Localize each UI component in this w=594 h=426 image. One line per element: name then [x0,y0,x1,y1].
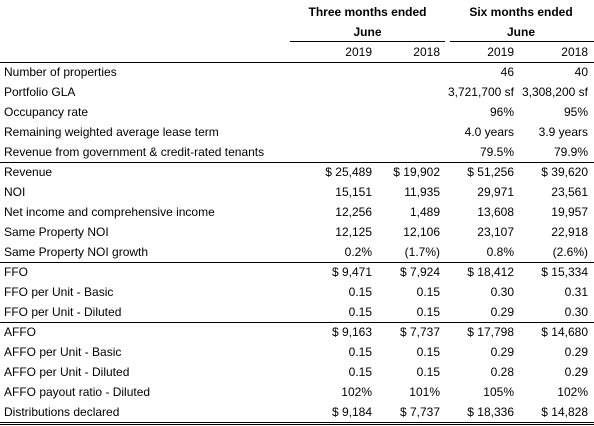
cell: 0.31 [564,285,588,299]
cell: $ 18,412 [467,265,514,279]
cell: 46 [500,65,514,79]
rule [0,422,594,423]
cell: 3.9 years [538,125,588,139]
row-label: Same Property NOI [4,225,109,239]
cell: 13,608 [477,205,514,219]
row-label: Revenue from government & credit-rated t… [4,145,265,159]
cell: $ 9,471 [331,265,372,279]
cell: 0.29 [490,305,514,319]
year: 2019 [345,45,372,59]
cell: 15,151 [335,185,372,199]
cell: $ 18,336 [467,405,514,419]
rule [290,41,445,42]
cell: $ 9,184 [331,405,372,419]
year: 2018 [413,45,440,59]
cell: 0.15 [416,365,440,379]
row-label: AFFO payout ratio - Diluted [4,385,151,399]
cell: 12,106 [403,225,440,239]
cell: 0.29 [564,345,588,359]
cell: 0.29 [490,345,514,359]
row-label: FFO [4,265,28,279]
cell: $ 25,489 [325,165,372,179]
cell: (1.7%) [404,245,440,259]
cell: 0.15 [348,285,372,299]
row-label: Net income and comprehensive income [4,205,215,219]
cell: 0.2% [344,245,372,259]
rule [0,262,594,263]
group-subtitle: June [353,25,382,39]
cell: $ 9,163 [331,325,372,339]
row-label: Revenue [4,165,53,179]
cell: 0.28 [490,365,514,379]
cell: $ 14,680 [541,325,588,339]
cell: 105% [483,385,514,399]
rule [0,322,594,323]
cell: $ 39,620 [541,165,588,179]
cell: 22,918 [551,225,588,239]
group-title: Six months ended [469,5,573,19]
cell: $ 7,737 [399,325,440,339]
row-label: Same Property NOI growth [4,245,149,259]
cell: 4.0 years [464,125,514,139]
cell: 0.15 [348,345,372,359]
cell: 95% [563,105,588,119]
cell: 23,561 [551,185,588,199]
row-label: Portfolio GLA [4,85,76,99]
cell: 96% [489,105,514,119]
row-label: FFO per Unit - Basic [4,285,114,299]
cell: $ 51,256 [467,165,514,179]
cell: 102% [341,385,372,399]
cell: 12,125 [335,225,372,239]
year: 2018 [561,45,588,59]
row-label: AFFO per Unit - Diluted [4,365,130,379]
cell: $ 19,902 [393,165,440,179]
row-label: AFFO per Unit - Basic [4,345,122,359]
cell: 0.15 [416,285,440,299]
cell: 40 [574,65,588,79]
cell: $ 7,924 [399,265,440,279]
group-title: Three months ended [308,5,427,19]
cell: 3,721,700 sf [447,85,514,99]
cell: 0.8% [486,245,514,259]
cell: 1,489 [409,205,440,219]
row-label: AFFO [4,325,36,339]
cell: $ 14,828 [541,405,588,419]
cell: 19,957 [551,205,588,219]
cell: 102% [557,385,588,399]
year: 2019 [487,45,514,59]
cell: 0.15 [348,365,372,379]
cell: 0.15 [348,305,372,319]
row-label: Number of properties [4,65,117,79]
cell: $ 15,334 [541,265,588,279]
cell: 79.5% [479,145,514,159]
row-label: Distributions declared [4,405,120,419]
cell: 0.29 [564,365,588,379]
cell: 101% [409,385,440,399]
cell: 79.9% [553,145,588,159]
rule [0,162,594,163]
row-label: Remaining weighted average lease term [4,125,219,139]
rule [0,62,594,63]
cell: 12,256 [335,205,372,219]
cell: $ 7,737 [399,405,440,419]
cell: 0.30 [564,305,588,319]
cell: 0.30 [490,285,514,299]
cell: (2.6%) [552,245,588,259]
group-subtitle: June [506,25,535,39]
cell: 0.15 [416,305,440,319]
cell: 23,107 [477,225,514,239]
cell: 0.15 [416,345,440,359]
row-label: FFO per Unit - Diluted [4,305,122,319]
row-label: NOI [4,185,26,199]
row-label: Occupancy rate [4,105,89,119]
cell: 3,308,200 sf [521,85,588,99]
cell: $ 17,798 [467,325,514,339]
rule [450,41,594,42]
cell: 29,971 [477,185,514,199]
rule [0,424,594,425]
cell: 11,935 [404,185,440,199]
